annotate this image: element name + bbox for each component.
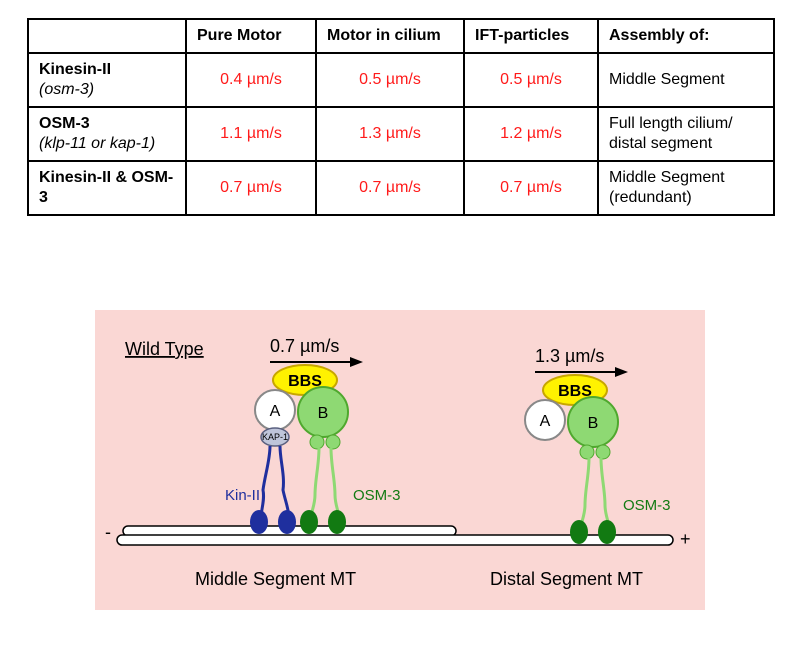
plus-end: +: [680, 529, 691, 549]
table-row: Kinesin-II & OSM-3 0.7 µm/s 0.7 µm/s 0.7…: [28, 161, 774, 215]
b-label-r: B: [588, 415, 599, 432]
middle-seg-label: Middle Segment MT: [195, 569, 356, 589]
row-label: Kinesin-II (osm-3): [28, 53, 186, 107]
col-header-assembly: Assembly of:: [598, 19, 774, 53]
middle-speed-label: 0.7 µm/s: [270, 336, 339, 356]
distal-seg-label: Distal Segment MT: [490, 569, 643, 589]
row-label-main: OSM-3: [39, 114, 175, 134]
cell-pure: 1.1 µm/s: [186, 107, 316, 161]
cell-ift: 0.7 µm/s: [464, 161, 598, 215]
row-label-main: Kinesin-II: [39, 60, 175, 80]
ift-diagram: Wild Type 0.7 µm/s 1.3 µm/s - + Middle S…: [95, 310, 705, 610]
col-header-ift: IFT-particles: [464, 19, 598, 53]
minus-end: -: [105, 522, 111, 542]
cell-cilium: 0.5 µm/s: [316, 53, 464, 107]
cell-assembly: Middle Segment (redundant): [598, 161, 774, 215]
col-header-cilium: Motor in cilium: [316, 19, 464, 53]
table-row: Kinesin-II (osm-3) 0.4 µm/s 0.5 µm/s 0.5…: [28, 53, 774, 107]
cell-cilium: 1.3 µm/s: [316, 107, 464, 161]
cell-pure: 0.7 µm/s: [186, 161, 316, 215]
osm3-label-right: OSM-3: [623, 497, 671, 514]
b-label: B: [318, 405, 329, 422]
cell-assembly: Full length cilium/ distal segment: [598, 107, 774, 161]
col-header-pure: Pure Motor: [186, 19, 316, 53]
cell-ift: 1.2 µm/s: [464, 107, 598, 161]
cell-cilium: 0.7 µm/s: [316, 161, 464, 215]
osm3-label-left: OSM-3: [353, 487, 401, 504]
a-label: A: [270, 403, 281, 420]
row-label: Kinesin-II & OSM-3: [28, 161, 186, 215]
a-label-r: A: [540, 413, 551, 430]
mt-lower: [117, 535, 673, 545]
kap1-label: KAP-1: [262, 432, 288, 442]
distal-speed-label: 1.3 µm/s: [535, 346, 604, 366]
cell-ift: 0.5 µm/s: [464, 53, 598, 107]
col-header-blank: [28, 19, 186, 53]
row-label-main: Kinesin-II & OSM-3: [39, 168, 175, 208]
row-label-sub: (osm-3): [39, 80, 175, 100]
motor-speed-table: Pure Motor Motor in cilium IFT-particles…: [27, 18, 773, 216]
row-label: OSM-3 (klp-11 or kap-1): [28, 107, 186, 161]
data-table: Pure Motor Motor in cilium IFT-particles…: [27, 18, 775, 216]
cell-pure: 0.4 µm/s: [186, 53, 316, 107]
row-label-sub: (klp-11 or kap-1): [39, 134, 175, 154]
wild-type-label: Wild Type: [125, 339, 204, 359]
kin2-label: Kin-II: [225, 487, 260, 504]
table-row: OSM-3 (klp-11 or kap-1) 1.1 µm/s 1.3 µm/…: [28, 107, 774, 161]
cell-assembly: Middle Segment: [598, 53, 774, 107]
